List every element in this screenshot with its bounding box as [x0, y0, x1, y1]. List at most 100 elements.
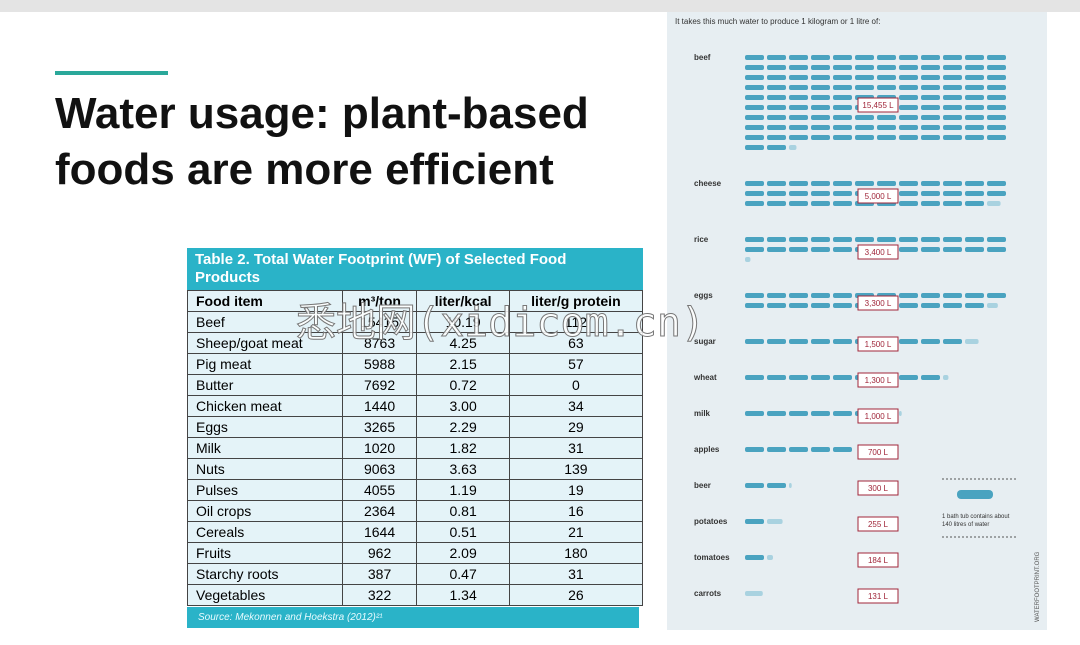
bathtub [921, 191, 940, 196]
bathtub [965, 95, 984, 100]
food-table: Table 2. Total Water Footprint (WF) of S… [187, 248, 644, 606]
bathtub [855, 115, 874, 120]
bathtub [789, 201, 808, 206]
bathtub [745, 483, 764, 488]
bathtub [811, 125, 830, 130]
watermark: 悉地网(xidicom.cn) [296, 300, 706, 347]
table-cell: 5988 [341, 353, 418, 375]
bathtub [943, 339, 962, 344]
value-box [857, 336, 899, 352]
table-cell: 3.63 [416, 458, 510, 480]
bathtub [833, 135, 852, 140]
table-cell: 21 [508, 521, 644, 543]
bathtub [745, 145, 764, 150]
bathtub [767, 519, 783, 524]
bathtub [745, 591, 763, 596]
table-row: Nuts 9063 3.63 139 [187, 458, 644, 480]
bathtub [987, 303, 998, 308]
table-cell: Starchy roots [187, 563, 343, 585]
bathtub [943, 237, 962, 242]
table-cell: 2.29 [416, 416, 510, 438]
value-box [857, 408, 899, 424]
table-row: Chicken meat 1440 3.00 34 [187, 395, 644, 417]
bathtub [833, 201, 852, 206]
table-cell: 1020 [341, 437, 418, 459]
bathtub [745, 191, 764, 196]
bathtub [789, 65, 808, 70]
bathtub [899, 75, 918, 80]
bathtub [921, 65, 940, 70]
bathtub [855, 135, 874, 140]
value-label: 1,000 L [865, 412, 892, 421]
item-name: apples [694, 445, 720, 454]
value-label: 5,000 L [865, 192, 892, 201]
value-label: 184 L [868, 556, 889, 565]
bathtub [943, 115, 962, 120]
bathtub [965, 237, 984, 242]
bathtub [965, 105, 984, 110]
bathtub [767, 55, 786, 60]
table-cell: 2364 [341, 500, 418, 522]
bathtub [921, 181, 940, 186]
bathtub [745, 519, 764, 524]
bathtub [767, 247, 786, 252]
table-cell: 31 [508, 437, 644, 459]
table-cell: Vegetables [187, 584, 343, 606]
bathtub [899, 247, 918, 252]
value-box [857, 372, 899, 388]
bathtub [767, 201, 786, 206]
bathtub [965, 293, 984, 298]
bathtub [833, 447, 852, 452]
bathtub [789, 115, 808, 120]
bathtub [965, 303, 984, 308]
bathtub [965, 125, 984, 130]
table-cell: Butter [187, 374, 343, 396]
bathtub [943, 75, 962, 80]
bathtub [987, 293, 1006, 298]
table-cell: 7692 [341, 374, 418, 396]
bathtub [833, 65, 852, 70]
bathtub [987, 65, 1006, 70]
bathtub [855, 181, 874, 186]
bathtub [899, 135, 918, 140]
table-row: Pulses 4055 1.19 19 [187, 479, 644, 501]
table-cell: 962 [341, 542, 418, 564]
bathtub [833, 125, 852, 130]
value-box [857, 444, 899, 460]
table-cell: 139 [508, 458, 644, 480]
bathtub [745, 105, 764, 110]
bathtub [833, 181, 852, 186]
bathtub [789, 303, 808, 308]
bathtub [789, 411, 808, 416]
bathtub [833, 375, 852, 380]
bathtub [767, 135, 786, 140]
bathtub [987, 191, 1006, 196]
bathtub [987, 85, 1006, 90]
bathtub [855, 75, 874, 80]
bathtub [965, 191, 984, 196]
bathtub [833, 75, 852, 80]
value-box [857, 188, 899, 204]
bathtub [943, 247, 962, 252]
bathtub [745, 339, 764, 344]
table-row: Pig meat 5988 2.15 57 [187, 353, 644, 375]
table-cell: 0.51 [416, 521, 510, 543]
value-box [857, 480, 899, 496]
bathtub [745, 411, 764, 416]
bathtub [921, 201, 940, 206]
table-cell: 26 [508, 584, 644, 606]
bathtub [921, 105, 940, 110]
bathtub [811, 135, 830, 140]
bathtub [767, 303, 786, 308]
bathtub [767, 145, 786, 150]
bathtub [877, 135, 896, 140]
bathtub [987, 181, 1006, 186]
bathtub [767, 181, 786, 186]
bathtub [943, 85, 962, 90]
bathtub [943, 181, 962, 186]
value-box [857, 516, 899, 532]
table-row: Eggs 3265 2.29 29 [187, 416, 644, 438]
bathtub [745, 55, 764, 60]
bathtub [877, 55, 896, 60]
